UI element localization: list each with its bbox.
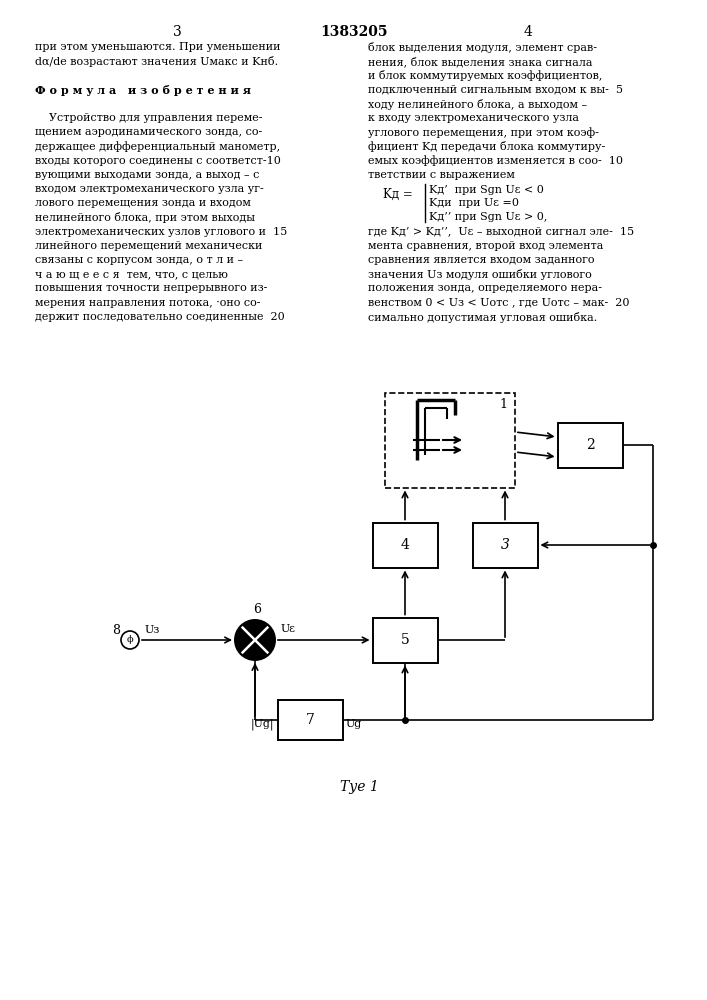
Text: ч а ю щ е е с я  тем, что, с целью: ч а ю щ е е с я тем, что, с целью [35,269,228,279]
Text: углового перемещения, при этом коэф-: углового перемещения, при этом коэф- [368,127,599,138]
Text: держащее дифференциальный манометр,: держащее дифференциальный манометр, [35,141,280,152]
Text: 3: 3 [173,25,182,39]
Text: нелинейного блока, при этом выходы: нелинейного блока, при этом выходы [35,212,255,223]
Text: положения зонда, определяемого нера-: положения зонда, определяемого нера- [368,283,602,293]
Text: Kди  при Uε =0: Kди при Uε =0 [429,198,519,208]
Bar [373,522,438,568]
Text: 2: 2 [585,438,595,452]
Text: 4: 4 [524,25,532,39]
Text: сравнения является входом заданного: сравнения является входом заданного [368,255,595,265]
Text: Kд’  при Sgn Uε < 0: Kд’ при Sgn Uε < 0 [429,185,544,195]
Text: фициент Kд передачи блока коммутиру-: фициент Kд передачи блока коммутиру- [368,141,605,152]
Text: 6: 6 [253,603,261,616]
Text: венством 0 < Uз < Uотс , где Uотс – мак-  20: венством 0 < Uз < Uотс , где Uотс – мак-… [368,298,629,308]
Text: Ug: Ug [346,719,362,729]
Text: ϕ: ϕ [127,636,134,645]
Text: 7: 7 [305,713,315,727]
Bar [278,700,342,740]
Text: 3: 3 [501,538,510,552]
Text: связаны с корпусом зонда, о т л и –: связаны с корпусом зонда, о т л и – [35,255,243,265]
Text: Τуе 1: Τуе 1 [340,780,379,794]
Circle shape [235,620,275,660]
Text: 1383205: 1383205 [320,25,387,39]
Text: нения, блок выделения знака сигнала: нения, блок выделения знака сигнала [368,56,592,67]
Text: значения Uз модуля ошибки углового: значения Uз модуля ошибки углового [368,269,592,280]
Text: 5: 5 [401,633,409,647]
Text: при этом уменьшаются. При уменьшении: при этом уменьшаются. При уменьшении [35,42,281,52]
Text: мента сравнения, второй вход элемента: мента сравнения, второй вход элемента [368,241,603,251]
Bar [385,392,515,488]
Text: входы которого соединены с соответст-10: входы которого соединены с соответст-10 [35,156,281,166]
Text: лового перемещения зонда и входом: лового перемещения зонда и входом [35,198,251,208]
Text: симально допустимая угловая ошибка.: симально допустимая угловая ошибка. [368,312,597,323]
Text: тветствии с выражением: тветствии с выражением [368,170,515,180]
Text: щением аэродинамического зонда, со-: щением аэродинамического зонда, со- [35,127,262,137]
Text: подключенный сигнальным входом к вы-  5: подключенный сигнальным входом к вы- 5 [368,85,623,95]
Text: линейного перемещений механически: линейного перемещений механически [35,241,262,251]
Circle shape [121,631,139,649]
Text: повышения точности непрерывного из-: повышения точности непрерывного из- [35,283,267,293]
Text: dα/de возрастают значения Uмакс и Kнб.: dα/de возрастают значения Uмакс и Kнб. [35,56,278,67]
Text: 1: 1 [499,397,507,410]
Bar [472,522,537,568]
Bar [373,617,438,662]
Text: входом электромеханического узла уг-: входом электромеханического узла уг- [35,184,264,194]
Text: Kд’’ при Sgn Uε > 0,: Kд’’ при Sgn Uε > 0, [429,212,547,222]
Text: блок выделения модуля, элемент срав-: блок выделения модуля, элемент срав- [368,42,597,53]
Bar [558,422,622,468]
Text: электромеханических узлов углового и  15: электромеханических узлов углового и 15 [35,227,287,237]
Text: 8: 8 [112,624,120,637]
Text: где Kд’ > Kд’’,  Uε – выходной сигнал эле-  15: где Kд’ > Kд’’, Uε – выходной сигнал эле… [368,227,634,237]
Text: вующими выходами зонда, а выход – с: вующими выходами зонда, а выход – с [35,170,259,180]
Text: 4: 4 [401,538,409,552]
Text: мерения направления потока, ·оно со-: мерения направления потока, ·оно со- [35,298,260,308]
Text: Kд =: Kд = [383,188,413,201]
Text: |Ug|: |Ug| [251,718,274,730]
Text: Uз: Uз [145,625,160,635]
Text: Устройство для управления переме-: Устройство для управления переме- [35,113,262,123]
Text: Ф о р м у л а   и з о б р е т е н и я: Ф о р м у л а и з о б р е т е н и я [35,85,251,96]
Text: емых коэффициентов изменяется в соо-  10: емых коэффициентов изменяется в соо- 10 [368,156,623,166]
Text: держит последовательно соединенные  20: держит последовательно соединенные 20 [35,312,285,322]
Text: и блок коммутируемых коэффициентов,: и блок коммутируемых коэффициентов, [368,70,602,81]
Text: ходу нелинейного блока, а выходом –: ходу нелинейного блока, а выходом – [368,99,587,110]
Text: Uε: Uε [281,624,296,634]
Text: к входу электромеханического узла: к входу электромеханического узла [368,113,579,123]
